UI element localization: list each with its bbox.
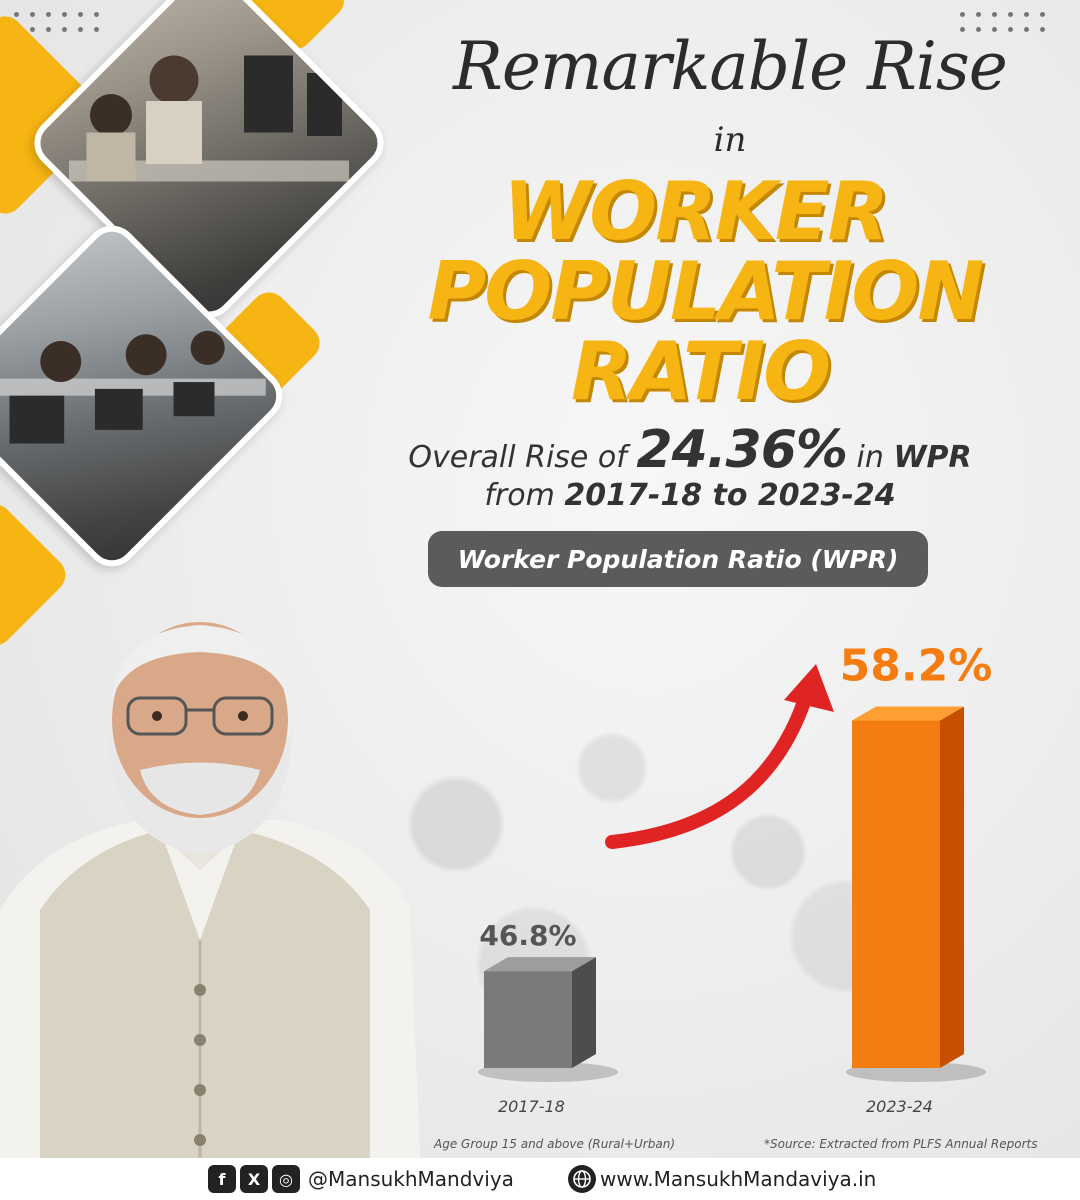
trend-arrow-head (784, 664, 834, 712)
rise-prefix: Overall Rise of (408, 440, 627, 475)
headline-line-1: WORKER (502, 165, 889, 258)
bar-side (572, 957, 596, 1068)
headline-line-3: RATIO (570, 325, 831, 418)
rise-mid: in (856, 440, 884, 475)
x-icon[interactable]: X (240, 1165, 268, 1193)
instagram-icon[interactable]: ◎ (272, 1165, 300, 1193)
overall-rise: Overall Rise of 24.36% in WPR (370, 420, 1010, 480)
headline-line-2: POPULATION (427, 245, 985, 338)
globe-icon (568, 1165, 596, 1193)
bar-front (484, 971, 572, 1068)
bar-top (852, 706, 964, 721)
footer-bar: f X ◎ @MansukhMandviya www.MansukhMandav… (0, 1158, 1080, 1200)
age-group-note: Age Group 15 and above (Rural+Urban) (434, 1137, 675, 1151)
range-value: 2017-18 to 2023-24 (564, 478, 896, 513)
range-prefix: from (484, 478, 555, 513)
dot-pattern-right (960, 12, 1046, 32)
year-range: from 2017-18 to 2023-24 (370, 478, 1010, 513)
trend-arrow (605, 683, 815, 849)
bar-2023-24 (846, 706, 986, 1082)
facebook-icon[interactable]: f (208, 1165, 236, 1193)
headline-connector: in (713, 120, 747, 160)
bar-2017-18 (478, 957, 618, 1082)
rise-value: 24.36% (636, 420, 848, 480)
source-note: *Source: Extracted from PLFS Annual Repo… (764, 1137, 1038, 1151)
leader-portrait (0, 622, 420, 1158)
rise-suffix: WPR (893, 440, 972, 475)
bar-front (852, 720, 940, 1068)
headline-script: Remarkable Rise (453, 28, 1008, 105)
category-label-2017-18: 2017-18 (498, 1097, 565, 1116)
chart-title-pill: Worker Population Ratio (WPR) (428, 531, 928, 587)
data-label-2017-18: 46.8% (479, 919, 576, 952)
bar-top (484, 957, 596, 972)
social-handle[interactable]: @MansukhMandviya (308, 1167, 514, 1191)
website-group: www.MansukhMandaviya.in (568, 1165, 876, 1193)
category-label-2023-24: 2023-24 (866, 1097, 933, 1116)
office-photo-top (23, 0, 395, 329)
office-photo-bottom (0, 214, 294, 578)
website-link[interactable]: www.MansukhMandaviya.in (600, 1167, 877, 1191)
bar-side (940, 706, 964, 1068)
social-group: f X ◎ @MansukhMandviya (208, 1165, 514, 1193)
data-label-2023-24: 58.2% (840, 641, 993, 692)
